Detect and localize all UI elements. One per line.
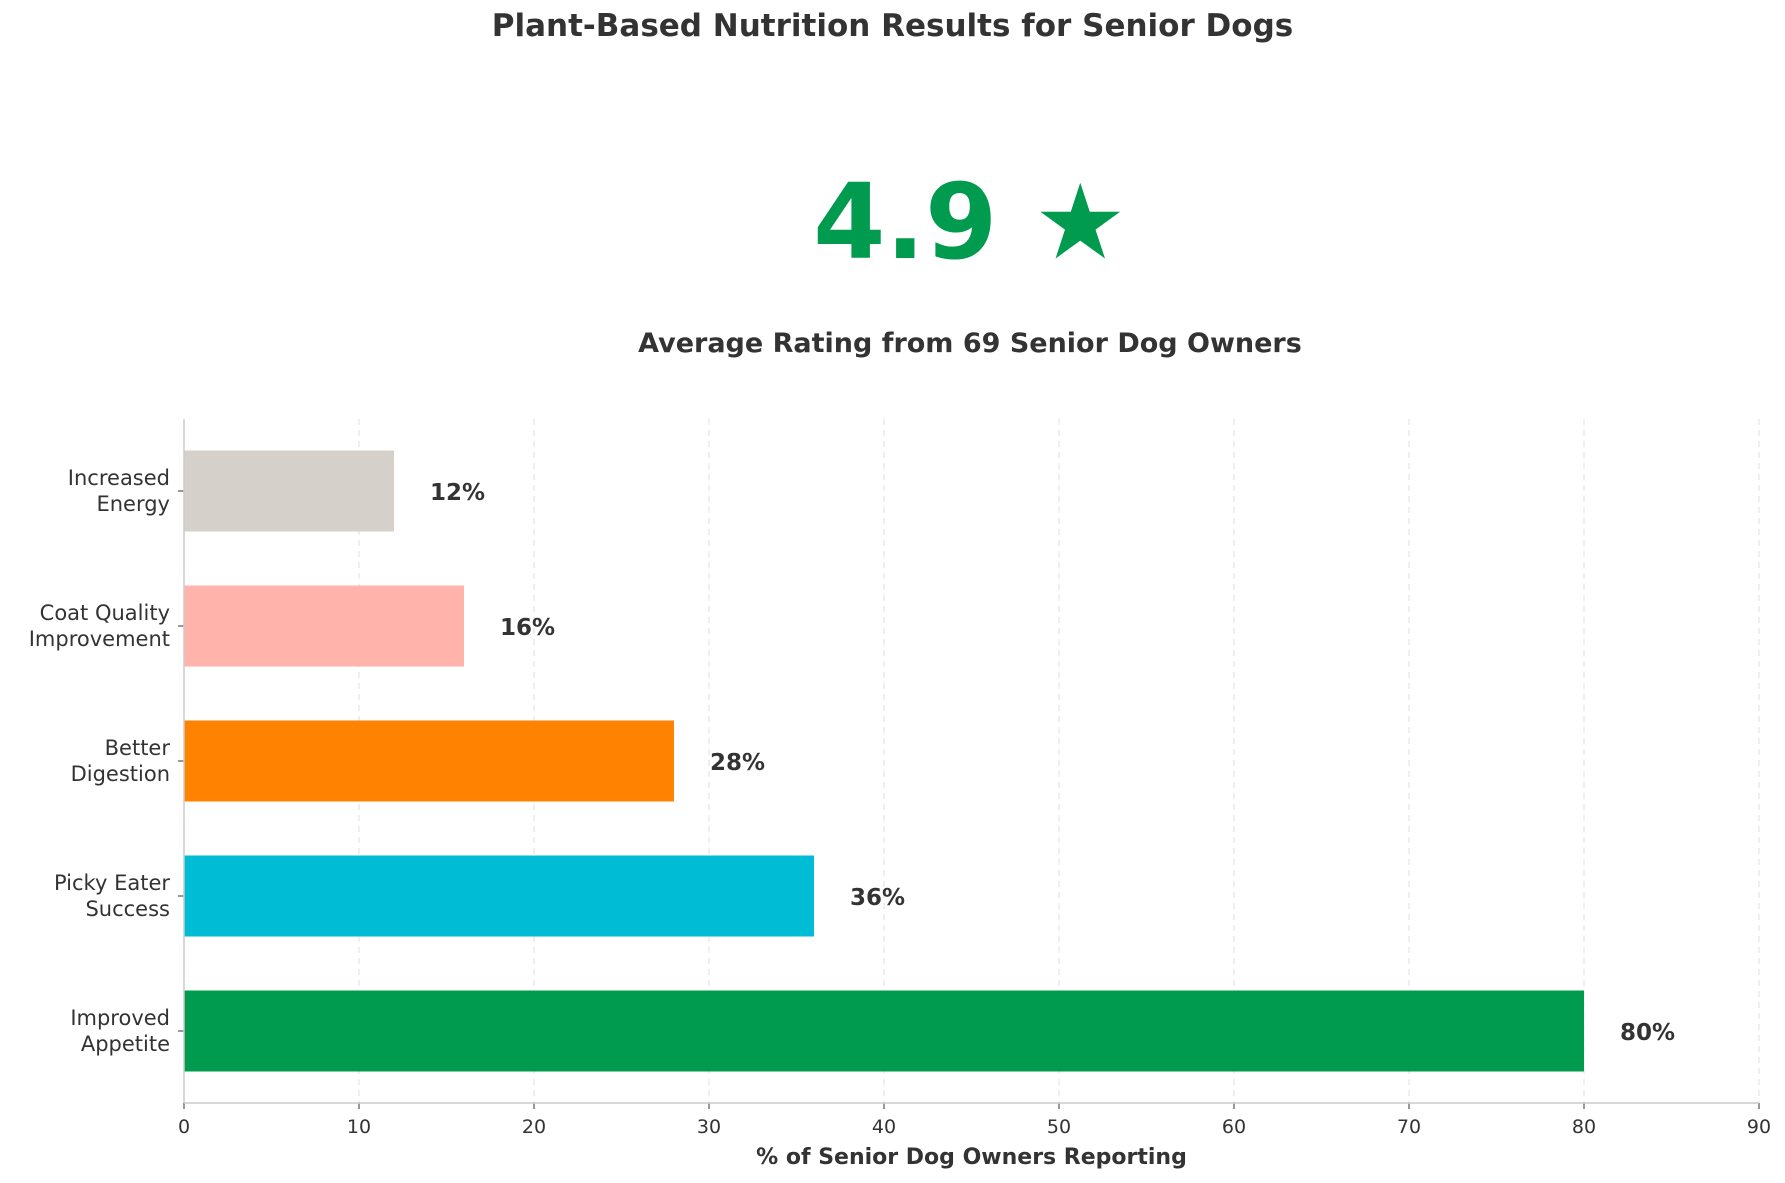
x-tick-label: 60 [1222, 1116, 1246, 1138]
y-category-label: Coat Quality Improvement [29, 601, 170, 651]
x-tick-label: 40 [872, 1116, 896, 1138]
bar-value-label: 80% [1620, 1020, 1675, 1046]
x-tick-label: 90 [1747, 1116, 1771, 1138]
x-tick-label: 10 [347, 1116, 371, 1138]
bar-value-label: 16% [500, 615, 555, 641]
x-tick-label: 80 [1572, 1116, 1596, 1138]
bar-value-label: 12% [430, 480, 485, 506]
x-tick-label: 20 [522, 1116, 546, 1138]
bar [184, 585, 464, 667]
bar [184, 855, 814, 937]
y-category-label: Picky Eater Success [54, 871, 170, 921]
y-category-label: Increased Energy [68, 466, 170, 516]
y-category-label: Improved Appetite [70, 1006, 170, 1056]
x-tick-label: 0 [178, 1116, 190, 1138]
bar-value-label: 28% [710, 750, 765, 776]
x-tick-label: 70 [1397, 1116, 1421, 1138]
x-tick-label: 50 [1047, 1116, 1071, 1138]
y-category-label: Better Digestion [71, 736, 171, 786]
bar [184, 450, 394, 532]
average-rating-value: 4.9 ★ [813, 161, 1127, 283]
average-rating-caption: Average Rating from 69 Senior Dog Owners [638, 328, 1302, 359]
chart-title: Plant-Based Nutrition Results for Senior… [491, 8, 1294, 44]
bar [184, 720, 674, 802]
bar [184, 990, 1584, 1072]
x-axis-label: % of Senior Dog Owners Reporting [756, 1145, 1187, 1170]
x-tick-label: 30 [697, 1116, 721, 1138]
bar-value-label: 36% [850, 885, 905, 911]
